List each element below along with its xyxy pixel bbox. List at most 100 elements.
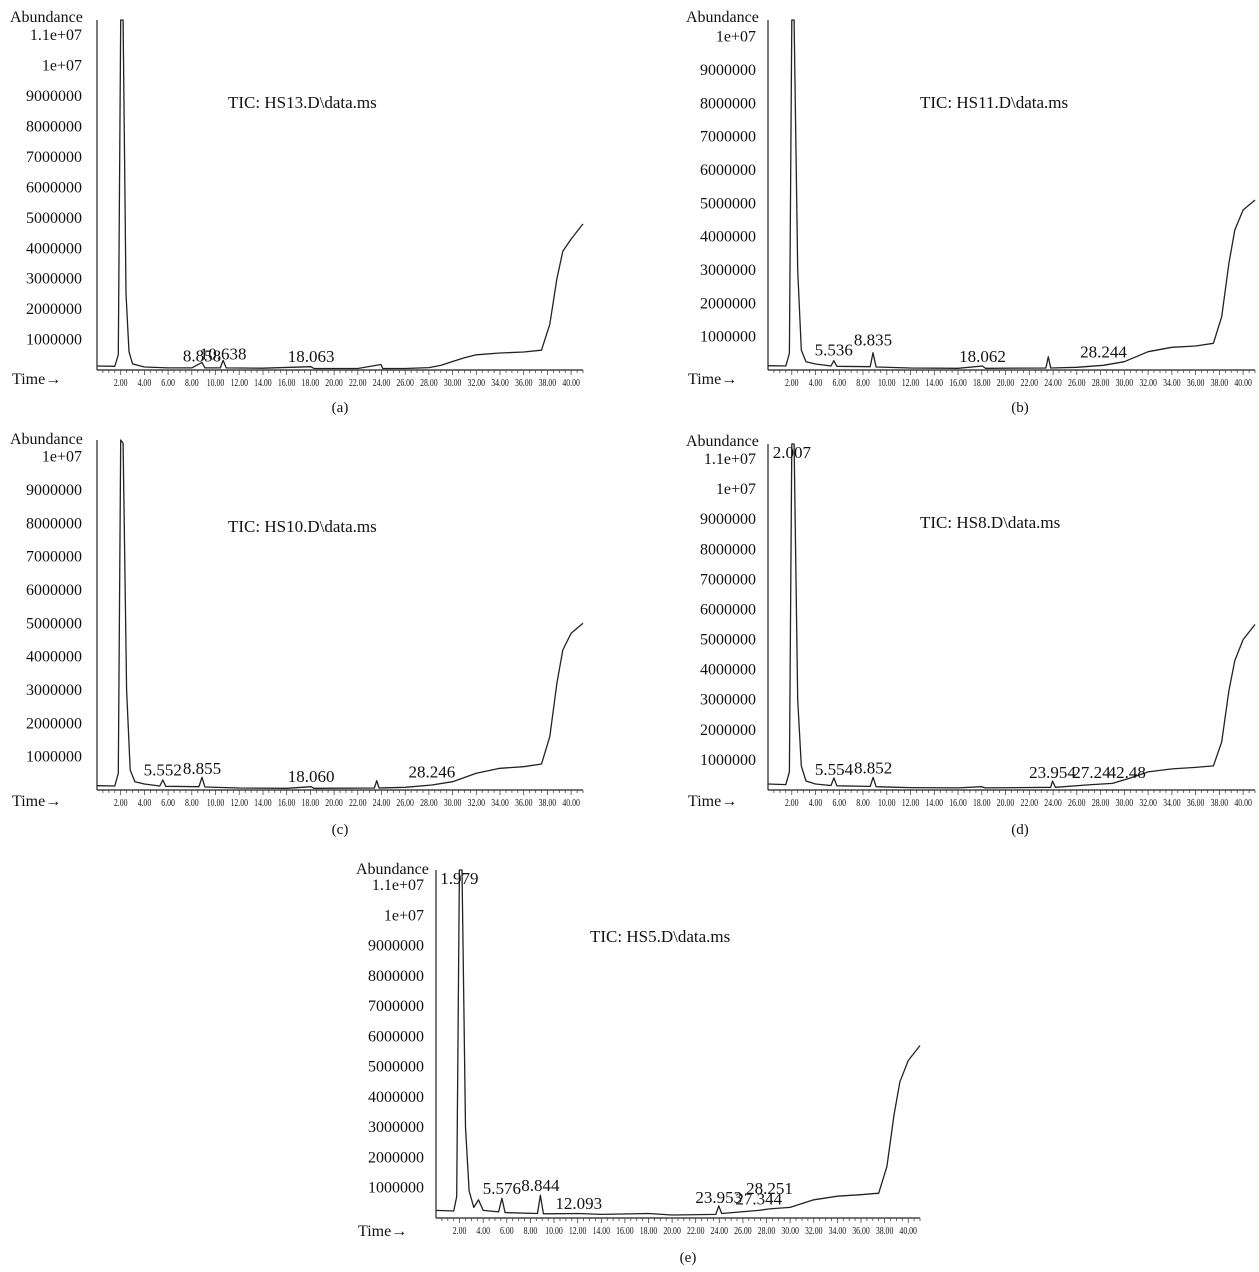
chart-d-peak-label: 8.852: [854, 758, 892, 777]
chart-b-x-minor-ticks: [773, 370, 1256, 375]
chart-b-x-axis-title: Time→: [688, 371, 737, 388]
chart-b-x-tick-label: 4.00: [809, 377, 823, 388]
chart-e-x-tick-label: 28.00: [758, 1225, 776, 1236]
chart-a-y-tick-label: 1e+07: [42, 58, 82, 75]
chart-d-x-tick-label: 22.00: [1021, 797, 1039, 808]
chart-e-y-tick-label: 1000000: [368, 1180, 424, 1197]
chart-b-x-tick-label: 22.00: [1021, 377, 1039, 388]
chart-a-y-tick-label: 7000000: [26, 149, 82, 166]
chart-d-x-tick-label: 4.00: [809, 797, 823, 808]
chart-b-y-tick-label: 7000000: [700, 129, 756, 146]
chart-e-x-tick-label: 18.00: [640, 1225, 658, 1236]
chart-e-y-tick-label: 5000000: [368, 1059, 424, 1076]
chart-d-y-axis-title: Abundance: [686, 433, 759, 450]
chart-c-y-tick-label: 7000000: [26, 549, 82, 566]
chart-e-title: TIC: HS5.D\data.ms: [590, 927, 730, 946]
chart-b-x-tick-label: 10.00: [878, 377, 896, 388]
chart-b-y-tick-label: 3000000: [700, 262, 756, 279]
chart-e-x-tick-label: 36.00: [852, 1225, 870, 1236]
chart-b-y-tick-label: 1e+07: [716, 29, 756, 46]
chart-e-x-tick-label: 8.00: [524, 1225, 538, 1236]
chart-c-y-tick-label: 2000000: [26, 715, 82, 732]
chart-c-x-tick-label: 6.00: [161, 797, 175, 808]
chart-a-x-tick-label: 10.00: [207, 377, 225, 388]
chart-b-x-tick-label: 20.00: [997, 377, 1015, 388]
chart-d-y-tick-label: 3000000: [700, 692, 756, 709]
chart-b-x-tick-label: 14.00: [926, 377, 944, 388]
chart-d-title: TIC: HS8.D\data.ms: [920, 513, 1060, 532]
chart-c-y-tick-label: 1000000: [26, 749, 82, 766]
chart-c-x-tick-label: 10.00: [207, 797, 225, 808]
chart-e-y-tick-label: 3000000: [368, 1119, 424, 1136]
chart-c-x-tick-label: 32.00: [468, 797, 486, 808]
chart-e-x-tick-label: 6.00: [500, 1225, 514, 1236]
chart-c-y-tick-label: 5000000: [26, 615, 82, 632]
chart-b-x-tick-label: 38.00: [1211, 377, 1229, 388]
chart-d-x-tick-label: 2.00: [785, 797, 799, 808]
chart-b-y-tick-label: 1000000: [700, 329, 756, 346]
chart-c-peak-label: 18.060: [288, 767, 335, 786]
chart-d-x-minor-ticks: [773, 790, 1256, 795]
chart-b-y-tick-label: 9000000: [700, 62, 756, 79]
chart-c-x-tick-label: 24.00: [373, 797, 391, 808]
chart-c-x-tick-label: 20.00: [325, 797, 343, 808]
chart-c-x-tick-label: 38.00: [539, 797, 557, 808]
chart-b-x-tick-label: 12.00: [902, 377, 920, 388]
chart-b-x-tick-label: 34.00: [1163, 377, 1181, 388]
chart-b-y-tick-label: 8000000: [700, 95, 756, 112]
chart-b-y-tick-label: 2000000: [700, 295, 756, 312]
chart-d-x-tick-label: 20.00: [997, 797, 1015, 808]
chart-b-x-tick-label: 24.00: [1044, 377, 1062, 388]
chart-e-y-axis-title: Abundance: [356, 861, 429, 878]
chart-a-x-tick-label: 24.00: [373, 377, 391, 388]
chart-c-x-tick-label: 2.00: [114, 797, 128, 808]
chart-d-y-tick-label: 8000000: [700, 541, 756, 558]
chart-d-x-tick-label: 10.00: [878, 797, 896, 808]
chart-e-y-tick-label: 6000000: [368, 1028, 424, 1045]
chart-a-x-tick-label: 40.00: [562, 377, 580, 388]
chart-e-peak-label: 12.093: [555, 1194, 602, 1213]
chart-a-tic-trace: [96, 19, 584, 370]
chart-c-y-tick-label: 1e+07: [42, 449, 82, 466]
chart-c-x-tick-label: 40.00: [562, 797, 580, 808]
chart-d-peak-label: 42.48: [1108, 763, 1146, 782]
chart-e-x-tick-label: 12.00: [569, 1225, 587, 1236]
chart-c-peak-label: 28.246: [408, 762, 455, 781]
chart-a-y-tick-label: 1000000: [26, 332, 82, 349]
chart-e-x-tick-label: 22.00: [687, 1225, 705, 1236]
chart-a-x-tick-label: 6.00: [161, 377, 175, 388]
chart-b-x-tick-label: 26.00: [1068, 377, 1086, 388]
chart-d-peak-label: 27.24: [1072, 763, 1111, 782]
chart-d-x-tick-label: 32.00: [1139, 797, 1157, 808]
chart-b-x-tick-label: 18.00: [973, 377, 991, 388]
chart-e-x-tick-label: 30.00: [781, 1225, 799, 1236]
chart-c-x-tick-label: 12.00: [230, 797, 248, 808]
chart-e-caption: (e): [680, 1250, 697, 1266]
chart-d-y-tick-label: 1.1e+07: [704, 451, 756, 468]
chart-d-tic-trace: [767, 443, 1256, 789]
chart-b-x-tick-label: 16.00: [949, 377, 967, 388]
chart-e-tic-trace: [435, 869, 921, 1216]
chart-c-y-tick-label: 6000000: [26, 582, 82, 599]
chart-a-x-tick-label: 30.00: [444, 377, 462, 388]
chart-a-x-tick-label: 4.00: [138, 377, 152, 388]
chart-a-x-tick-label: 8.00: [185, 377, 199, 388]
chart-c-x-tick-label: 4.00: [138, 797, 152, 808]
chart-e-y-tick-label: 1.1e+07: [372, 877, 424, 894]
chart-e-x-tick-label: 38.00: [876, 1225, 894, 1236]
chart-b-x-tick-label: 40.00: [1234, 377, 1252, 388]
chart-e-x-tick-label: 24.00: [711, 1225, 729, 1236]
chart-e-x-tick-label: 16.00: [616, 1225, 634, 1236]
chart-e-y-tick-label: 7000000: [368, 998, 424, 1015]
chart-a-x-tick-label: 32.00: [468, 377, 486, 388]
chart-d-y-tick-label: 9000000: [700, 511, 756, 528]
chart-e-peak-label: 5.576: [483, 1179, 521, 1198]
chart-d-peak-label: 5.554: [815, 760, 854, 779]
chart-c-x-tick-label: 26.00: [396, 797, 414, 808]
chart-b-caption: (b): [1011, 400, 1029, 416]
chart-d-y-tick-label: 1e+07: [716, 481, 756, 498]
chart-d-y-tick-label: 5000000: [700, 632, 756, 649]
chart-c-x-tick-label: 22.00: [349, 797, 367, 808]
chart-d-x-tick-label: 30.00: [1116, 797, 1134, 808]
chart-a-y-tick-label: 3000000: [26, 271, 82, 288]
